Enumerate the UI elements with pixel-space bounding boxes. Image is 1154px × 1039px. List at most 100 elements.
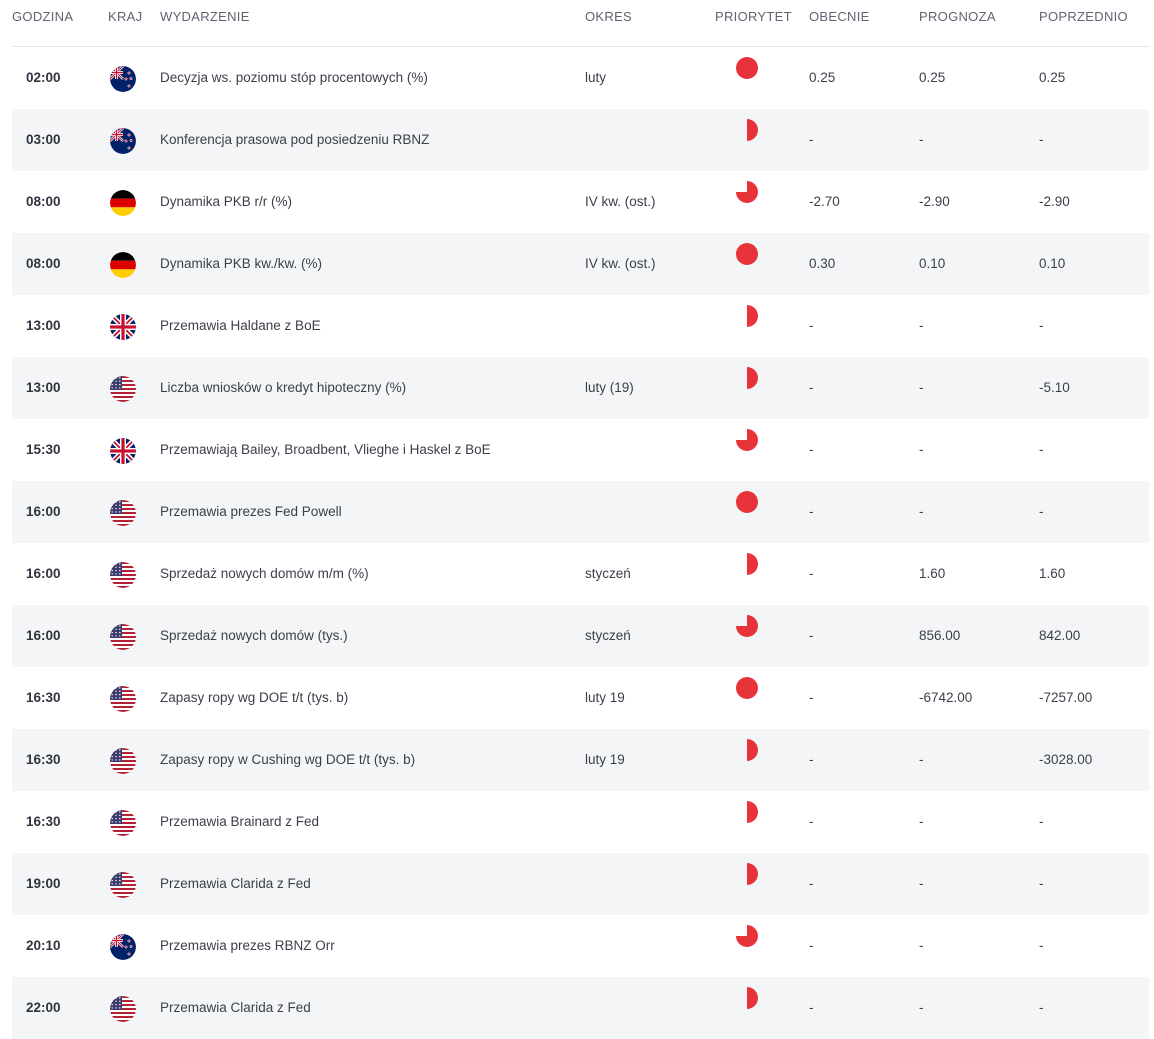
- table-row[interactable]: 16:00 Sprzedaż nowych domów m/m (%) stycze…: [12, 543, 1149, 605]
- column-header-forecast[interactable]: PROGNOZA: [919, 9, 996, 24]
- priority-low-icon: [736, 119, 758, 141]
- germany-flag-icon: [110, 252, 136, 278]
- forecast-value: -: [919, 318, 924, 333]
- table-row[interactable]: 16:30 Zapasy ropy wg DOE t/t (tys. b) luty…: [12, 667, 1149, 729]
- event-title[interactable]: Dynamika PKB kw./kw. (%): [160, 256, 323, 271]
- column-header-event[interactable]: WYDARZENIE: [160, 9, 250, 24]
- forecast-value: -: [919, 132, 924, 147]
- priority-low-icon: [736, 801, 758, 823]
- actual-value: 0.30: [809, 256, 836, 271]
- previous-value: -: [1039, 442, 1044, 457]
- table-row[interactable]: 22:00 Przemawia Clarida z Fed - - -: [12, 977, 1149, 1039]
- priority-low-icon: [736, 739, 758, 761]
- event-title[interactable]: Decyzja ws. poziomu stóp procentowych (%…: [160, 70, 428, 85]
- event-title[interactable]: Przemawiają Bailey, Broadbent, Vlieghe i…: [160, 442, 491, 457]
- table-header: GODZINA KRAJ WYDARZENIE OKRES PRIORYTET …: [12, 0, 1149, 47]
- table-row[interactable]: 19:00 Przemawia Clarida z Fed - - -: [12, 853, 1149, 915]
- priority-medium-icon: [736, 181, 758, 203]
- forecast-value: 0.10: [919, 256, 946, 271]
- priority-medium-icon: [736, 925, 758, 947]
- table-row[interactable]: 03:00 Konferencja prasowa pod posiedzeniu…: [12, 109, 1149, 171]
- forecast-value: 0.25: [919, 70, 946, 85]
- event-title[interactable]: Przemawia prezes RBNZ Orr: [160, 938, 335, 953]
- table-row[interactable]: 16:00 Przemawia prezes Fed Powell - - -: [12, 481, 1149, 543]
- event-title[interactable]: Przemawia Brainard z Fed: [160, 814, 320, 829]
- table-row[interactable]: 02:00 Decyzja ws. poziomu stóp procentowy…: [12, 47, 1149, 109]
- usa-flag-icon: [110, 562, 136, 588]
- event-time: 16:00: [26, 628, 61, 643]
- actual-value: -: [809, 690, 814, 705]
- usa-flag-icon: [110, 686, 136, 712]
- forecast-value: -: [919, 380, 924, 395]
- forecast-value: -: [919, 814, 924, 829]
- previous-value: 1.60: [1039, 566, 1066, 581]
- table-row[interactable]: 08:00 Dynamika PKB r/r (%) IV kw. (ost.) -2…: [12, 171, 1149, 233]
- event-title[interactable]: Zapasy ropy w Cushing wg DOE t/t (tys. b…: [160, 752, 416, 767]
- forecast-value: -: [919, 504, 924, 519]
- actual-value: -: [809, 752, 814, 767]
- previous-value: -7257.00: [1039, 690, 1093, 705]
- previous-value: -5.10: [1039, 380, 1070, 395]
- priority-low-icon: [736, 553, 758, 575]
- event-title[interactable]: Sprzedaż nowych domów m/m (%): [160, 566, 369, 581]
- event-list: 02:00 Decyzja ws. poziomu stóp procentowy…: [12, 47, 1149, 1039]
- event-title[interactable]: Przemawia Clarida z Fed: [160, 876, 311, 891]
- usa-flag-icon: [110, 996, 136, 1022]
- event-title[interactable]: Zapasy ropy wg DOE t/t (tys. b): [160, 690, 349, 705]
- table-row[interactable]: 13:00 Liczba wniosków o kredyt hipoteczny…: [12, 357, 1149, 419]
- table-row[interactable]: 20:10 Przemawia prezes RBNZ Orr - - -: [12, 915, 1149, 977]
- table-row[interactable]: 08:00 Dynamika PKB kw./kw. (%) IV kw. (ost…: [12, 233, 1149, 295]
- column-header-country[interactable]: KRAJ: [108, 9, 143, 24]
- column-header-priority[interactable]: PRIORYTET: [715, 9, 792, 24]
- event-period: IV kw. (ost.): [585, 194, 656, 209]
- event-period: styczeń: [585, 566, 631, 581]
- event-time: 13:00: [26, 380, 61, 395]
- germany-flag-icon: [110, 190, 136, 216]
- table-row[interactable]: 16:30 Przemawia Brainard z Fed - - -: [12, 791, 1149, 853]
- event-title[interactable]: Liczba wniosków o kredyt hipoteczny (%): [160, 380, 407, 395]
- table-row[interactable]: 16:30 Zapasy ropy w Cushing wg DOE t/t (t…: [12, 729, 1149, 791]
- previous-value: -: [1039, 876, 1044, 891]
- priority-high-icon: [736, 491, 758, 513]
- new-zealand-flag-icon: [110, 66, 136, 92]
- previous-value: -: [1039, 318, 1044, 333]
- event-period: luty 19: [585, 690, 625, 705]
- priority-low-icon: [736, 305, 758, 327]
- column-header-time[interactable]: GODZINA: [12, 9, 74, 24]
- event-title[interactable]: Konferencja prasowa pod posiedzeniu RBNZ: [160, 132, 430, 147]
- event-period: styczeń: [585, 628, 631, 643]
- forecast-value: -: [919, 752, 924, 767]
- priority-high-icon: [736, 677, 758, 699]
- uk-flag-icon: [110, 438, 136, 464]
- event-period: luty: [585, 70, 607, 85]
- forecast-value: -: [919, 876, 924, 891]
- usa-flag-icon: [110, 810, 136, 836]
- previous-value: 0.10: [1039, 256, 1066, 271]
- forecast-value: 856.00: [919, 628, 961, 643]
- actual-value: -: [809, 938, 814, 953]
- previous-value: -2.90: [1039, 194, 1070, 209]
- table-row[interactable]: 15:30 Przemawiają Bailey, Broadbent, Vlie…: [12, 419, 1149, 481]
- event-period: luty (19): [585, 380, 634, 395]
- event-title[interactable]: Przemawia Clarida z Fed: [160, 1000, 311, 1015]
- event-title[interactable]: Sprzedaż nowych domów (tys.): [160, 628, 348, 643]
- event-title[interactable]: Przemawia prezes Fed Powell: [160, 504, 342, 519]
- usa-flag-icon: [110, 500, 136, 526]
- previous-value: -: [1039, 132, 1044, 147]
- previous-value: 842.00: [1039, 628, 1081, 643]
- forecast-value: -: [919, 938, 924, 953]
- table-row[interactable]: 13:00 Przemawia Haldane z BoE - - -: [12, 295, 1149, 357]
- column-header-previous[interactable]: POPRZEDNIO: [1039, 9, 1128, 24]
- event-title[interactable]: Przemawia Haldane z BoE: [160, 318, 321, 333]
- actual-value: -: [809, 380, 814, 395]
- event-time: 19:00: [26, 876, 61, 891]
- table-row[interactable]: 16:00 Sprzedaż nowych domów (tys.) styczeń…: [12, 605, 1149, 667]
- priority-medium-icon: [736, 615, 758, 637]
- column-header-period[interactable]: OKRES: [585, 9, 633, 24]
- event-time: 08:00: [26, 194, 61, 209]
- column-header-actual[interactable]: OBECNIE: [809, 9, 870, 24]
- event-title[interactable]: Dynamika PKB r/r (%): [160, 194, 293, 209]
- actual-value: -2.70: [809, 194, 840, 209]
- usa-flag-icon: [110, 748, 136, 774]
- priority-low-icon: [736, 367, 758, 389]
